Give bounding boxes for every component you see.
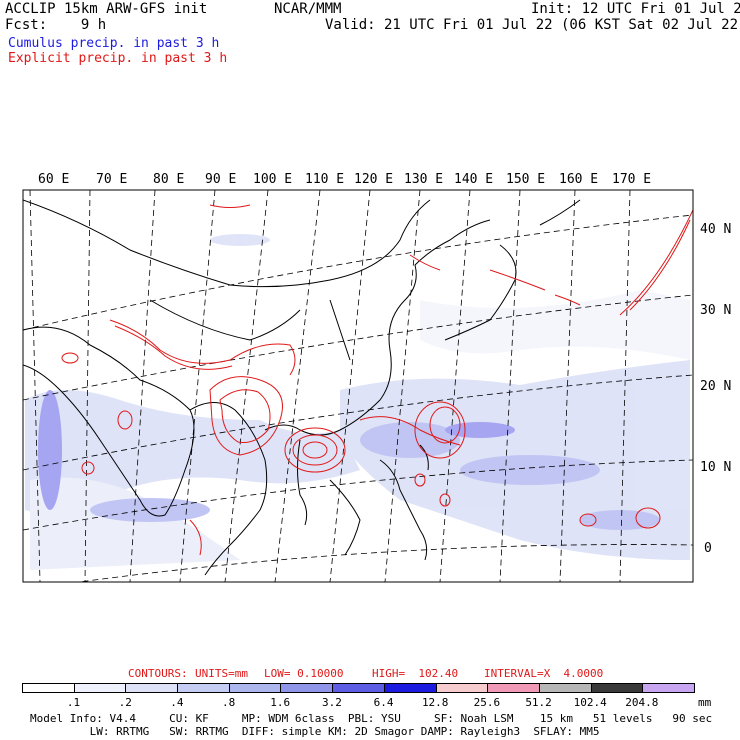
contours-units: UNITS=mm	[195, 667, 248, 680]
colorbar-label: 12.8	[421, 696, 449, 709]
valid-time: Valid: 21 UTC Fri 01 Jul 22 (06 KST Sat …	[325, 17, 740, 33]
run-title: ACCLIP 15km ARW-GFS init	[5, 1, 208, 17]
explicit-precip-contours	[61, 204, 693, 556]
colorbar-label: 51.2	[525, 696, 552, 709]
lon-label-160e: 160 E	[559, 172, 599, 187]
colorbar-cell	[73, 683, 127, 693]
lon-label-80e: 80 E	[153, 172, 185, 187]
forecast-hour: Fcst: 9 h	[5, 17, 107, 33]
colorbar-cell	[435, 683, 489, 693]
colorbar-label: 6.4	[373, 696, 394, 709]
colorbar-cell	[487, 683, 540, 693]
colorbar-label: .4	[170, 696, 184, 709]
lon-label-140e: 140 E	[454, 172, 494, 187]
contours-low: LOW= 0.10000	[264, 667, 344, 680]
colorbar-cell	[177, 683, 230, 693]
colorbar-label: 3.2	[321, 696, 342, 709]
legend-cumulus: Cumulus precip. in past 3 h	[8, 36, 220, 51]
contours-high: HIGH= 102.40	[372, 667, 459, 680]
lon-label-130e: 130 E	[404, 172, 444, 187]
legend-explicit: Explicit precip. in past 3 h	[8, 51, 228, 66]
colorbar-label: 25.6	[473, 696, 501, 709]
lon-label-110e: 110 E	[305, 172, 345, 187]
coastlines	[23, 199, 581, 576]
colorbar-cell	[22, 683, 75, 693]
colorbar-unit: mm	[698, 696, 712, 709]
colorbar-label: .2	[118, 696, 132, 709]
colorbar-cell	[332, 683, 385, 693]
lon-label-90e: 90 E	[205, 172, 237, 187]
colorbar-cell	[125, 683, 179, 693]
lon-label-150e: 150 E	[506, 172, 546, 187]
colorbar-label: 204.8	[625, 696, 659, 709]
lat-label-20n: 20 N	[700, 379, 732, 394]
lon-label-100e: 100 E	[253, 172, 293, 187]
lon-label-120e: 120 E	[354, 172, 394, 187]
lon-label-170e: 170 E	[612, 172, 652, 187]
colorbar-label: .8	[221, 696, 236, 709]
contours-label: CONTOURS:	[128, 667, 188, 680]
model-info-line1: Model Info: V4.4 CU: KF MP: WDM 6class P…	[30, 712, 713, 725]
colorbar-label: .1	[66, 696, 81, 709]
colorbar-cell	[280, 683, 334, 693]
lat-label-30n: 30 N	[700, 303, 732, 318]
cumulus-precip-shading	[25, 234, 690, 570]
colorbar-cell	[538, 683, 592, 693]
lon-label-60e: 60 E	[38, 172, 70, 187]
graticule	[23, 190, 693, 582]
lon-label-70e: 70 E	[96, 172, 128, 187]
lat-label-40n: 40 N	[700, 222, 732, 237]
lat-label-0: 0	[704, 541, 712, 556]
colorbar-cell	[383, 683, 437, 693]
map-frame	[22, 189, 694, 583]
lat-label-10n: 10 N	[700, 460, 732, 475]
colorbar-cell	[228, 683, 282, 693]
colorbar-cell	[642, 683, 695, 693]
model-info-line2: LW: RRTMG SW: RRTMG DIFF: simple KM: 2D …	[30, 725, 600, 738]
init-time: Init: 12 UTC Fri 01 Jul 22	[531, 1, 740, 17]
center-name: NCAR/MMM	[274, 1, 342, 17]
colorbar-label: 1.6	[270, 696, 291, 709]
contours-interval: INTERVAL=X 4.0000	[484, 667, 604, 680]
colorbar-cell	[590, 683, 644, 693]
colorbar-label: 102.4	[573, 696, 607, 709]
